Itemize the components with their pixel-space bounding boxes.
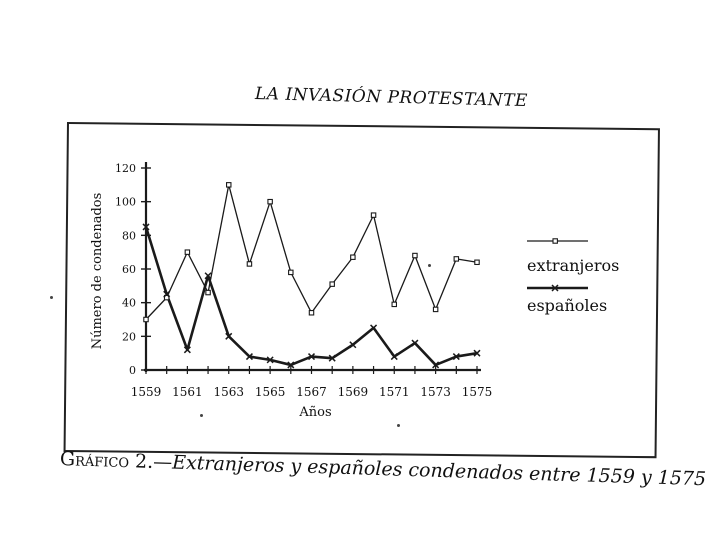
data-point-españoles <box>432 361 440 369</box>
data-point-extranjeros <box>205 289 211 296</box>
data-point-extranjeros <box>391 301 397 308</box>
x-tick-label: 1563 <box>213 385 244 399</box>
x-tick-label: 1573 <box>420 385 451 399</box>
x-tick-label: 1565 <box>255 385 286 399</box>
speck <box>397 424 400 427</box>
y-tick-label: 100 <box>115 196 136 209</box>
x-tick-label: 1561 <box>172 385 203 399</box>
data-point-extranjeros <box>226 182 232 188</box>
data-point-españoles <box>287 361 295 369</box>
data-point-extranjeros <box>143 316 149 323</box>
data-point-españoles <box>328 354 336 362</box>
data-point-españoles <box>411 339 419 347</box>
data-point-españoles <box>163 290 171 298</box>
data-point-extranjeros <box>288 269 294 276</box>
y-tick-label: 120 <box>115 162 136 175</box>
data-point-extranjeros <box>267 198 273 205</box>
data-point-extranjeros <box>246 261 253 267</box>
x-tick-label: 1575 <box>462 385 493 399</box>
y-tick-label: 20 <box>122 330 136 343</box>
data-point-extranjeros <box>350 254 356 260</box>
españoles-line <box>144 226 478 367</box>
data-point-extranjeros <box>432 306 439 313</box>
data-point-españoles <box>452 353 460 361</box>
data-point-extranjeros <box>453 256 460 262</box>
data-point-extranjeros <box>308 310 315 316</box>
x-tick-label: 1569 <box>338 385 369 399</box>
caption-label: Gráfico 2.— <box>59 448 173 474</box>
data-point-extranjeros <box>412 252 418 259</box>
x-tick-label: 1567 <box>296 385 327 399</box>
data-point-españoles <box>390 353 398 361</box>
chart-ticks: 0 20 40 60 80 100 120 1559 1561 1563 1565 1567 1569 1… <box>90 162 492 420</box>
data-point-españoles <box>307 353 316 361</box>
x-axis-title: Años <box>298 405 331 420</box>
data-point-extranjeros <box>370 212 377 218</box>
data-point-extranjeros <box>184 249 191 255</box>
chart-markers <box>142 182 481 369</box>
data-point-españoles <box>142 223 150 231</box>
legend-marker-extranjeros <box>552 238 558 244</box>
data-point-españoles <box>266 356 274 364</box>
data-point-extranjeros <box>329 281 335 287</box>
speck <box>428 264 431 267</box>
y-axis-title: Número de condenados <box>90 193 105 350</box>
data-point-españoles <box>349 341 357 349</box>
data-point-españoles <box>245 353 253 361</box>
chart-lines <box>144 184 478 367</box>
y-tick-label: 80 <box>122 229 136 242</box>
data-point-españoles <box>225 332 233 340</box>
data-point-extranjeros <box>474 259 480 266</box>
extranjeros-line <box>145 184 478 320</box>
legend-label-extranjeros: extranjeros <box>527 256 619 275</box>
legend-marker-españoles <box>551 284 559 292</box>
data-point-extranjeros <box>163 294 170 301</box>
data-point-españoles <box>183 346 191 354</box>
speck <box>50 296 53 299</box>
data-point-españoles <box>370 324 378 332</box>
legend-label-españoles: españoles <box>527 296 607 315</box>
speck <box>200 414 203 417</box>
y-tick-label: 0 <box>129 364 136 377</box>
x-tick-label: 1571 <box>379 385 410 399</box>
y-tick-label: 60 <box>122 263 136 276</box>
chart-legend: extranjeros españoles <box>527 238 619 315</box>
y-tick-label: 40 <box>122 297 136 310</box>
data-point-españoles <box>204 272 212 280</box>
x-tick-label: 1559 <box>131 385 162 399</box>
data-point-españoles <box>473 349 481 357</box>
